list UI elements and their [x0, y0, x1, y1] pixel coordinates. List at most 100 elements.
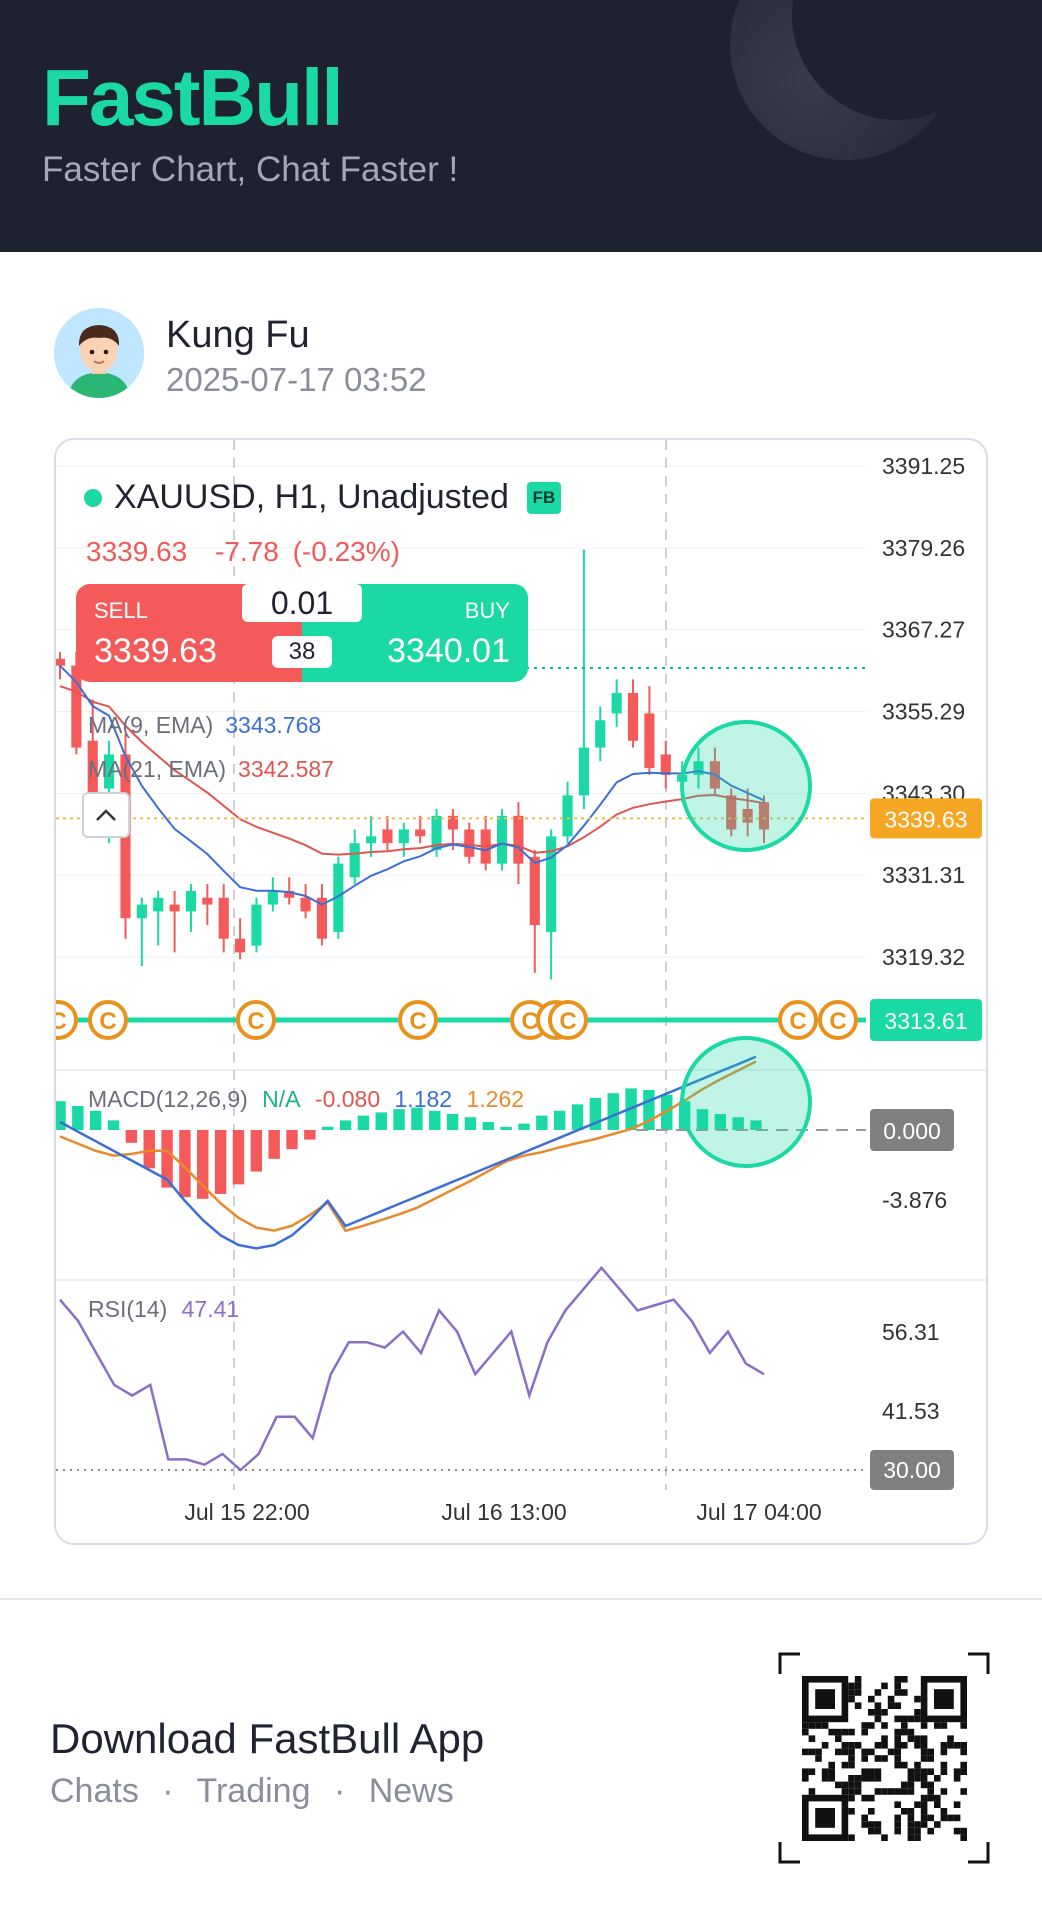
buy-label: BUY — [464, 598, 510, 623]
qr-module — [920, 1768, 928, 1775]
qr-module — [947, 1814, 954, 1822]
avatar[interactable] — [54, 308, 144, 398]
qr-module — [934, 1775, 941, 1782]
macd-histogram-bar — [214, 1130, 227, 1194]
qr-module — [953, 1775, 961, 1782]
qr-module — [920, 1821, 928, 1828]
macd-histogram-bar — [696, 1109, 709, 1130]
qr-module — [854, 1702, 862, 1709]
qr-module — [901, 1808, 908, 1815]
qr-module — [914, 1715, 921, 1723]
download-title[interactable]: Download FastBull App — [50, 1715, 485, 1762]
qr-module — [894, 1821, 901, 1828]
macd-dea-value: 1.182 — [394, 1086, 453, 1112]
qr-module — [861, 1722, 868, 1729]
qr-module — [848, 1788, 855, 1795]
qr-module — [828, 1728, 835, 1736]
coin-icon: C — [236, 1000, 276, 1040]
candle-body — [251, 904, 262, 946]
qr-frame-corner — [968, 1842, 990, 1864]
qr-module — [960, 1748, 967, 1756]
candle-body — [284, 890, 295, 898]
collapse-legend-button[interactable] — [82, 792, 130, 838]
candle-body — [87, 740, 98, 803]
qr-finder-core — [815, 1689, 835, 1709]
candle — [349, 829, 360, 885]
candle — [185, 884, 197, 932]
qr-module — [835, 1735, 842, 1742]
qr-module — [874, 1775, 882, 1782]
qr-module — [868, 1748, 875, 1756]
qr-module — [914, 1827, 921, 1835]
macd-zero-tag — [870, 1109, 954, 1151]
chart-card: 3391.25 3379.26 3367.27 3355.29 3343.30 3331.… — [54, 438, 988, 1545]
candle-body — [71, 665, 82, 748]
qr-module — [828, 1761, 835, 1769]
qr-module — [907, 1827, 915, 1835]
qr-finder-core — [815, 1808, 835, 1828]
macd-histogram-bar — [429, 1110, 441, 1130]
qr-module — [960, 1761, 967, 1769]
macd-histogram-bar — [518, 1123, 530, 1130]
candle-body — [562, 795, 573, 837]
qr-module — [868, 1695, 875, 1703]
qr-module — [841, 1742, 849, 1749]
qr-module — [901, 1742, 908, 1749]
qr-module — [907, 1735, 915, 1742]
candle-body — [56, 658, 66, 666]
qr-module — [874, 1768, 882, 1775]
qr-module — [861, 1794, 868, 1802]
candle — [480, 815, 491, 871]
feature-chats: Chats — [50, 1772, 139, 1810]
qr-module — [874, 1702, 882, 1709]
chart-canvas[interactable]: 3391.253379.263367.273355.293343.303331.… — [56, 440, 988, 1545]
qr-module — [940, 1814, 948, 1822]
qr-module — [861, 1775, 868, 1782]
candle-body — [300, 897, 311, 912]
qr-module — [881, 1755, 888, 1762]
qr-module — [821, 1742, 829, 1749]
qr-module — [815, 1755, 822, 1762]
qr-module — [927, 1768, 934, 1775]
candle — [496, 809, 508, 871]
qr-module — [828, 1768, 835, 1775]
macd-histogram-bar — [482, 1122, 495, 1130]
qr-module — [802, 1722, 809, 1729]
candle-body — [235, 938, 246, 953]
qr-module — [868, 1722, 875, 1729]
qr-code-icon[interactable] — [778, 1652, 990, 1864]
candle — [693, 747, 704, 789]
candle — [202, 884, 213, 926]
qr-module — [894, 1728, 901, 1736]
candle-body — [185, 890, 197, 912]
macd-hist-value: N/A — [262, 1086, 301, 1112]
qr-module — [920, 1748, 928, 1756]
macd-legend: MACD(12,26,9) N/A -0.080 1.182 1.262 — [88, 1086, 532, 1113]
coin-ring — [818, 1000, 858, 1040]
candle-body — [202, 897, 213, 905]
author-name[interactable]: Kung Fu — [166, 314, 310, 356]
quote-line: 3339.63 -7.78 (-0.23%) — [86, 536, 400, 568]
candle — [578, 549, 589, 810]
price-tick-label: 3355.29 — [882, 698, 965, 724]
feature-sep-2: · — [333, 1772, 346, 1810]
qr-module — [848, 1775, 855, 1782]
qr-module — [901, 1676, 908, 1683]
qr-module — [874, 1827, 882, 1835]
macd-zero-tag-label: 0.000 — [883, 1118, 941, 1144]
candle — [546, 829, 557, 980]
candle-body — [742, 809, 753, 823]
candle — [235, 918, 246, 960]
qr-module — [920, 1801, 928, 1808]
qr-module — [894, 1827, 901, 1835]
lot-size-input[interactable]: 0.01 — [242, 584, 362, 622]
macd-histogram-bar — [179, 1130, 191, 1198]
candle-body — [611, 692, 622, 714]
macd-histogram-bar — [268, 1130, 280, 1159]
qr-module — [960, 1768, 967, 1775]
qr-module — [841, 1788, 849, 1795]
qr-module — [894, 1702, 901, 1709]
ma9-value: 3343.768 — [225, 712, 322, 738]
feature-trading: Trading — [196, 1772, 311, 1810]
qr-module — [907, 1768, 915, 1775]
